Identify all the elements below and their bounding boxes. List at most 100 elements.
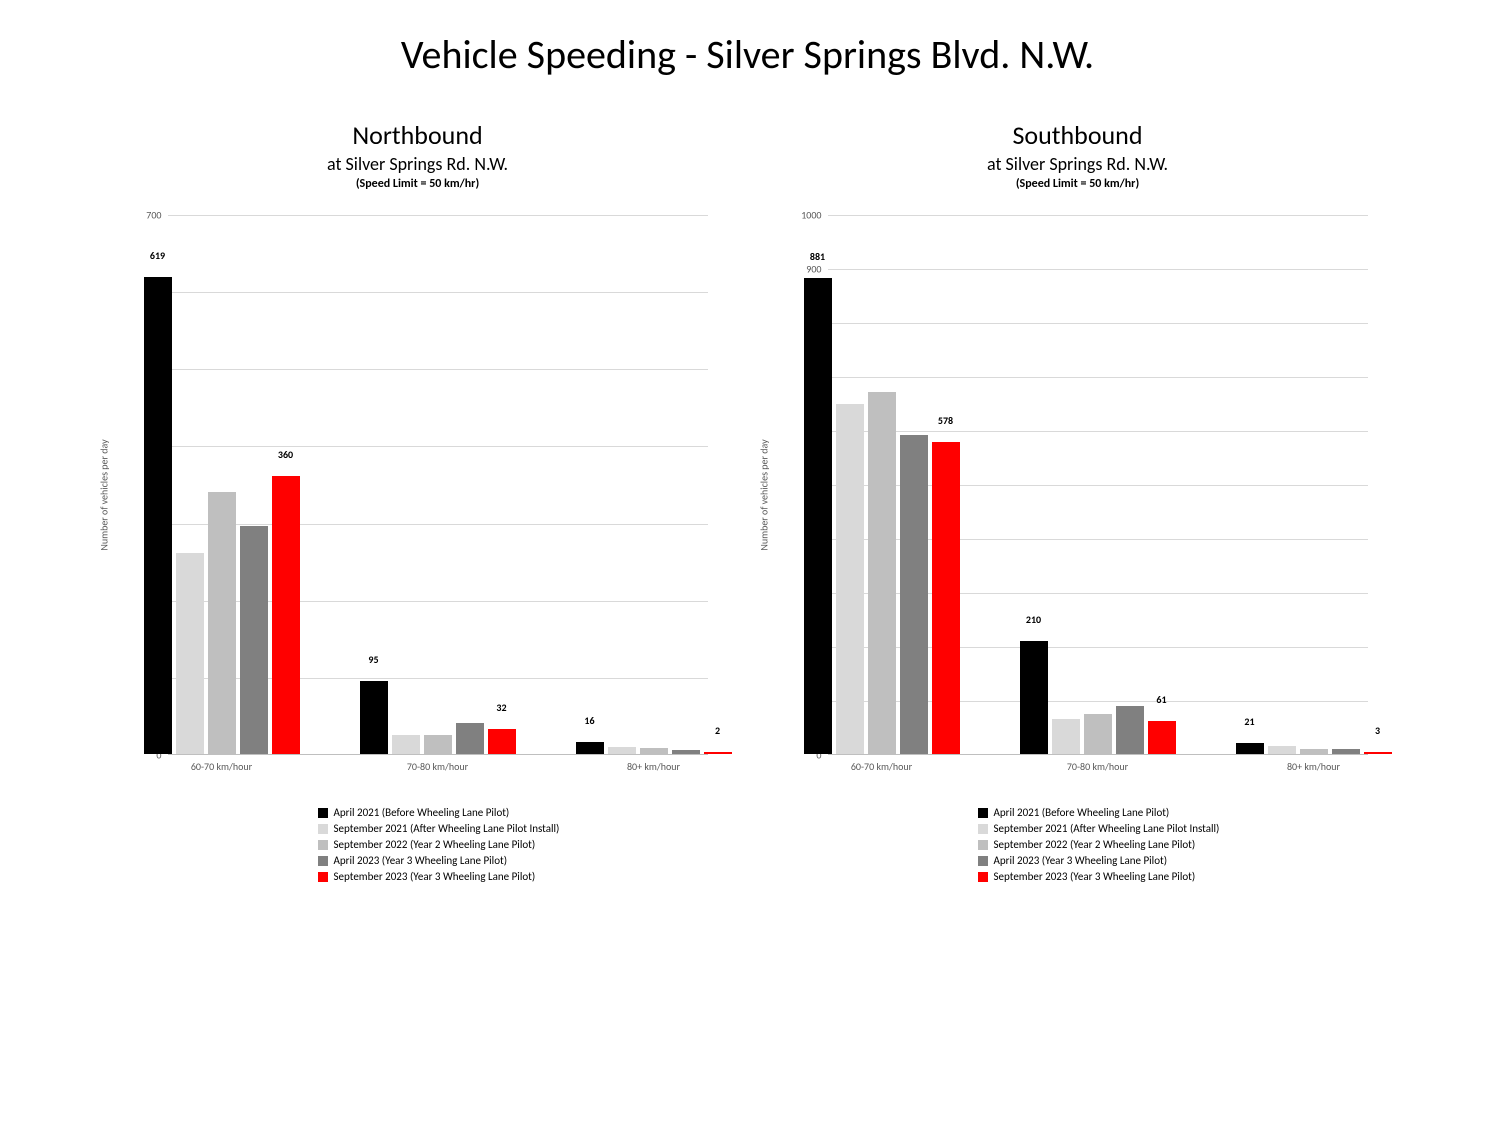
- bar: [424, 735, 452, 754]
- bar: [176, 553, 204, 754]
- bar-value-label: 619: [150, 249, 165, 262]
- bar: [1300, 749, 1328, 754]
- legend-label: September 2022 (Year 2 Wheeling Lane Pil…: [994, 838, 1196, 851]
- legend-swatch: [978, 824, 988, 834]
- legend-swatch: [318, 840, 328, 850]
- bar: [1268, 746, 1296, 754]
- bar-group: 2106170-80 km/hour: [1020, 215, 1176, 754]
- legend-label: April 2021 (Before Wheeling Lane Pilot): [334, 806, 510, 819]
- bar: [608, 747, 636, 754]
- legend-swatch: [978, 856, 988, 866]
- legend-item: September 2022 (Year 2 Wheeling Lane Pil…: [318, 838, 560, 851]
- category-label: 60-70 km/hour: [802, 760, 962, 773]
- bar-group: 953270-80 km/hour: [360, 215, 516, 754]
- panel-subtitle: at Silver Springs Rd. N.W.: [327, 153, 508, 175]
- legend-item: April 2023 (Year 3 Wheeling Lane Pilot): [978, 854, 1220, 867]
- chart-panels: Northboundat Silver Springs Rd. N.W.(Spe…: [0, 119, 1495, 886]
- bar-value-label: 21: [1244, 715, 1254, 728]
- bar-value-label: 360: [278, 448, 293, 461]
- panel-title: Southbound: [1012, 119, 1142, 151]
- bar: [1148, 721, 1176, 754]
- bar: [208, 492, 236, 754]
- bar: [360, 681, 388, 754]
- legend-item: September 2021 (After Wheeling Lane Pilo…: [318, 822, 560, 835]
- bar: [932, 442, 960, 754]
- bar: [1364, 752, 1392, 754]
- legend-label: September 2021 (After Wheeling Lane Pilo…: [334, 822, 560, 835]
- bar: [488, 729, 516, 754]
- chart-panel-south: Southboundat Silver Springs Rd. N.W. (Spe…: [758, 119, 1398, 886]
- bar: [1116, 706, 1144, 754]
- bar: [1084, 714, 1112, 755]
- bar: [392, 735, 420, 754]
- legend-swatch: [318, 856, 328, 866]
- bar: [704, 752, 732, 754]
- bar-value-label: 881: [810, 250, 825, 263]
- category-label: 70-80 km/hour: [1018, 760, 1178, 773]
- panel-subtitle: at Silver Springs Rd. N.W.: [987, 153, 1168, 175]
- bar-group: 88157860-70 km/hour: [804, 215, 960, 754]
- legend-swatch: [318, 824, 328, 834]
- category-label: 80+ km/hour: [574, 760, 734, 773]
- bar-value-label: 95: [368, 653, 378, 666]
- legend-label: April 2021 (Before Wheeling Lane Pilot): [994, 806, 1170, 819]
- legend-label: April 2023 (Year 3 Wheeling Lane Pilot): [994, 854, 1168, 867]
- legend-item: April 2021 (Before Wheeling Lane Pilot): [318, 806, 560, 819]
- bar-group: 61936060-70 km/hour: [144, 215, 300, 754]
- bar: [868, 392, 896, 754]
- category-label: 80+ km/hour: [1234, 760, 1394, 773]
- y-axis-label: Number of vehicles per day: [757, 439, 770, 550]
- legend-swatch: [318, 872, 328, 882]
- legend-item: September 2023 (Year 3 Wheeling Lane Pil…: [318, 870, 560, 883]
- bar-value-label: 16: [584, 714, 594, 727]
- panel-note: (Speed Limit = 50 km/hr): [1016, 177, 1139, 191]
- category-label: 70-80 km/hour: [358, 760, 518, 773]
- bar-group: 21380+ km/hour: [1236, 215, 1392, 754]
- bar: [640, 748, 668, 754]
- bar: [1020, 641, 1048, 754]
- bar: [456, 723, 484, 754]
- legend-item: April 2021 (Before Wheeling Lane Pilot): [978, 806, 1220, 819]
- bar: [272, 476, 300, 754]
- legend: April 2021 (Before Wheeling Lane Pilot) S…: [978, 803, 1220, 886]
- bar: [1332, 749, 1360, 754]
- bar-group: 16280+ km/hour: [576, 215, 732, 754]
- legend-swatch: [978, 872, 988, 882]
- bar: [1052, 719, 1080, 754]
- legend-swatch: [978, 808, 988, 818]
- legend-swatch: [978, 840, 988, 850]
- bar: [804, 278, 832, 754]
- bar: [900, 435, 928, 754]
- legend-label: September 2021 (After Wheeling Lane Pilo…: [994, 822, 1220, 835]
- bar-value-label: 61: [1156, 693, 1166, 706]
- panel-title: Northbound: [352, 119, 482, 151]
- bar: [240, 526, 268, 754]
- bar: [672, 750, 700, 754]
- y-axis-label: Number of vehicles per day: [97, 439, 110, 550]
- bar-value-label: 32: [496, 701, 506, 714]
- bar: [144, 277, 172, 755]
- legend-label: April 2023 (Year 3 Wheeling Lane Pilot): [334, 854, 508, 867]
- legend-item: September 2021 (After Wheeling Lane Pilo…: [978, 822, 1220, 835]
- legend: April 2021 (Before Wheeling Lane Pilot) S…: [318, 803, 560, 886]
- page: Vehicle Speeding - Silver Springs Blvd. …: [0, 0, 1495, 1129]
- chart-area: Number of vehicles per day01002003004005…: [118, 205, 718, 785]
- category-label: 60-70 km/hour: [142, 760, 302, 773]
- legend-item: September 2023 (Year 3 Wheeling Lane Pil…: [978, 870, 1220, 883]
- bar: [836, 404, 864, 754]
- panel-note: (Speed Limit = 50 km/hr): [356, 177, 479, 191]
- chart-area: Number of vehicles per day01002003004005…: [778, 205, 1378, 785]
- main-title: Vehicle Speeding - Silver Springs Blvd. …: [0, 30, 1495, 79]
- bar-value-label: 578: [938, 414, 953, 427]
- bar-value-label: 2: [715, 724, 720, 737]
- legend-item: April 2023 (Year 3 Wheeling Lane Pilot): [318, 854, 560, 867]
- bar-value-label: 210: [1026, 613, 1041, 626]
- legend-swatch: [318, 808, 328, 818]
- bar: [1236, 743, 1264, 754]
- chart-panel-north: Northboundat Silver Springs Rd. N.W. (Spe…: [98, 119, 738, 886]
- legend-label: September 2023 (Year 3 Wheeling Lane Pil…: [994, 870, 1196, 883]
- bar-value-label: 3: [1375, 724, 1380, 737]
- bar: [576, 742, 604, 754]
- legend-label: September 2023 (Year 3 Wheeling Lane Pil…: [334, 870, 536, 883]
- plot-area: 0100200300400500600700800900100088157860…: [828, 215, 1368, 755]
